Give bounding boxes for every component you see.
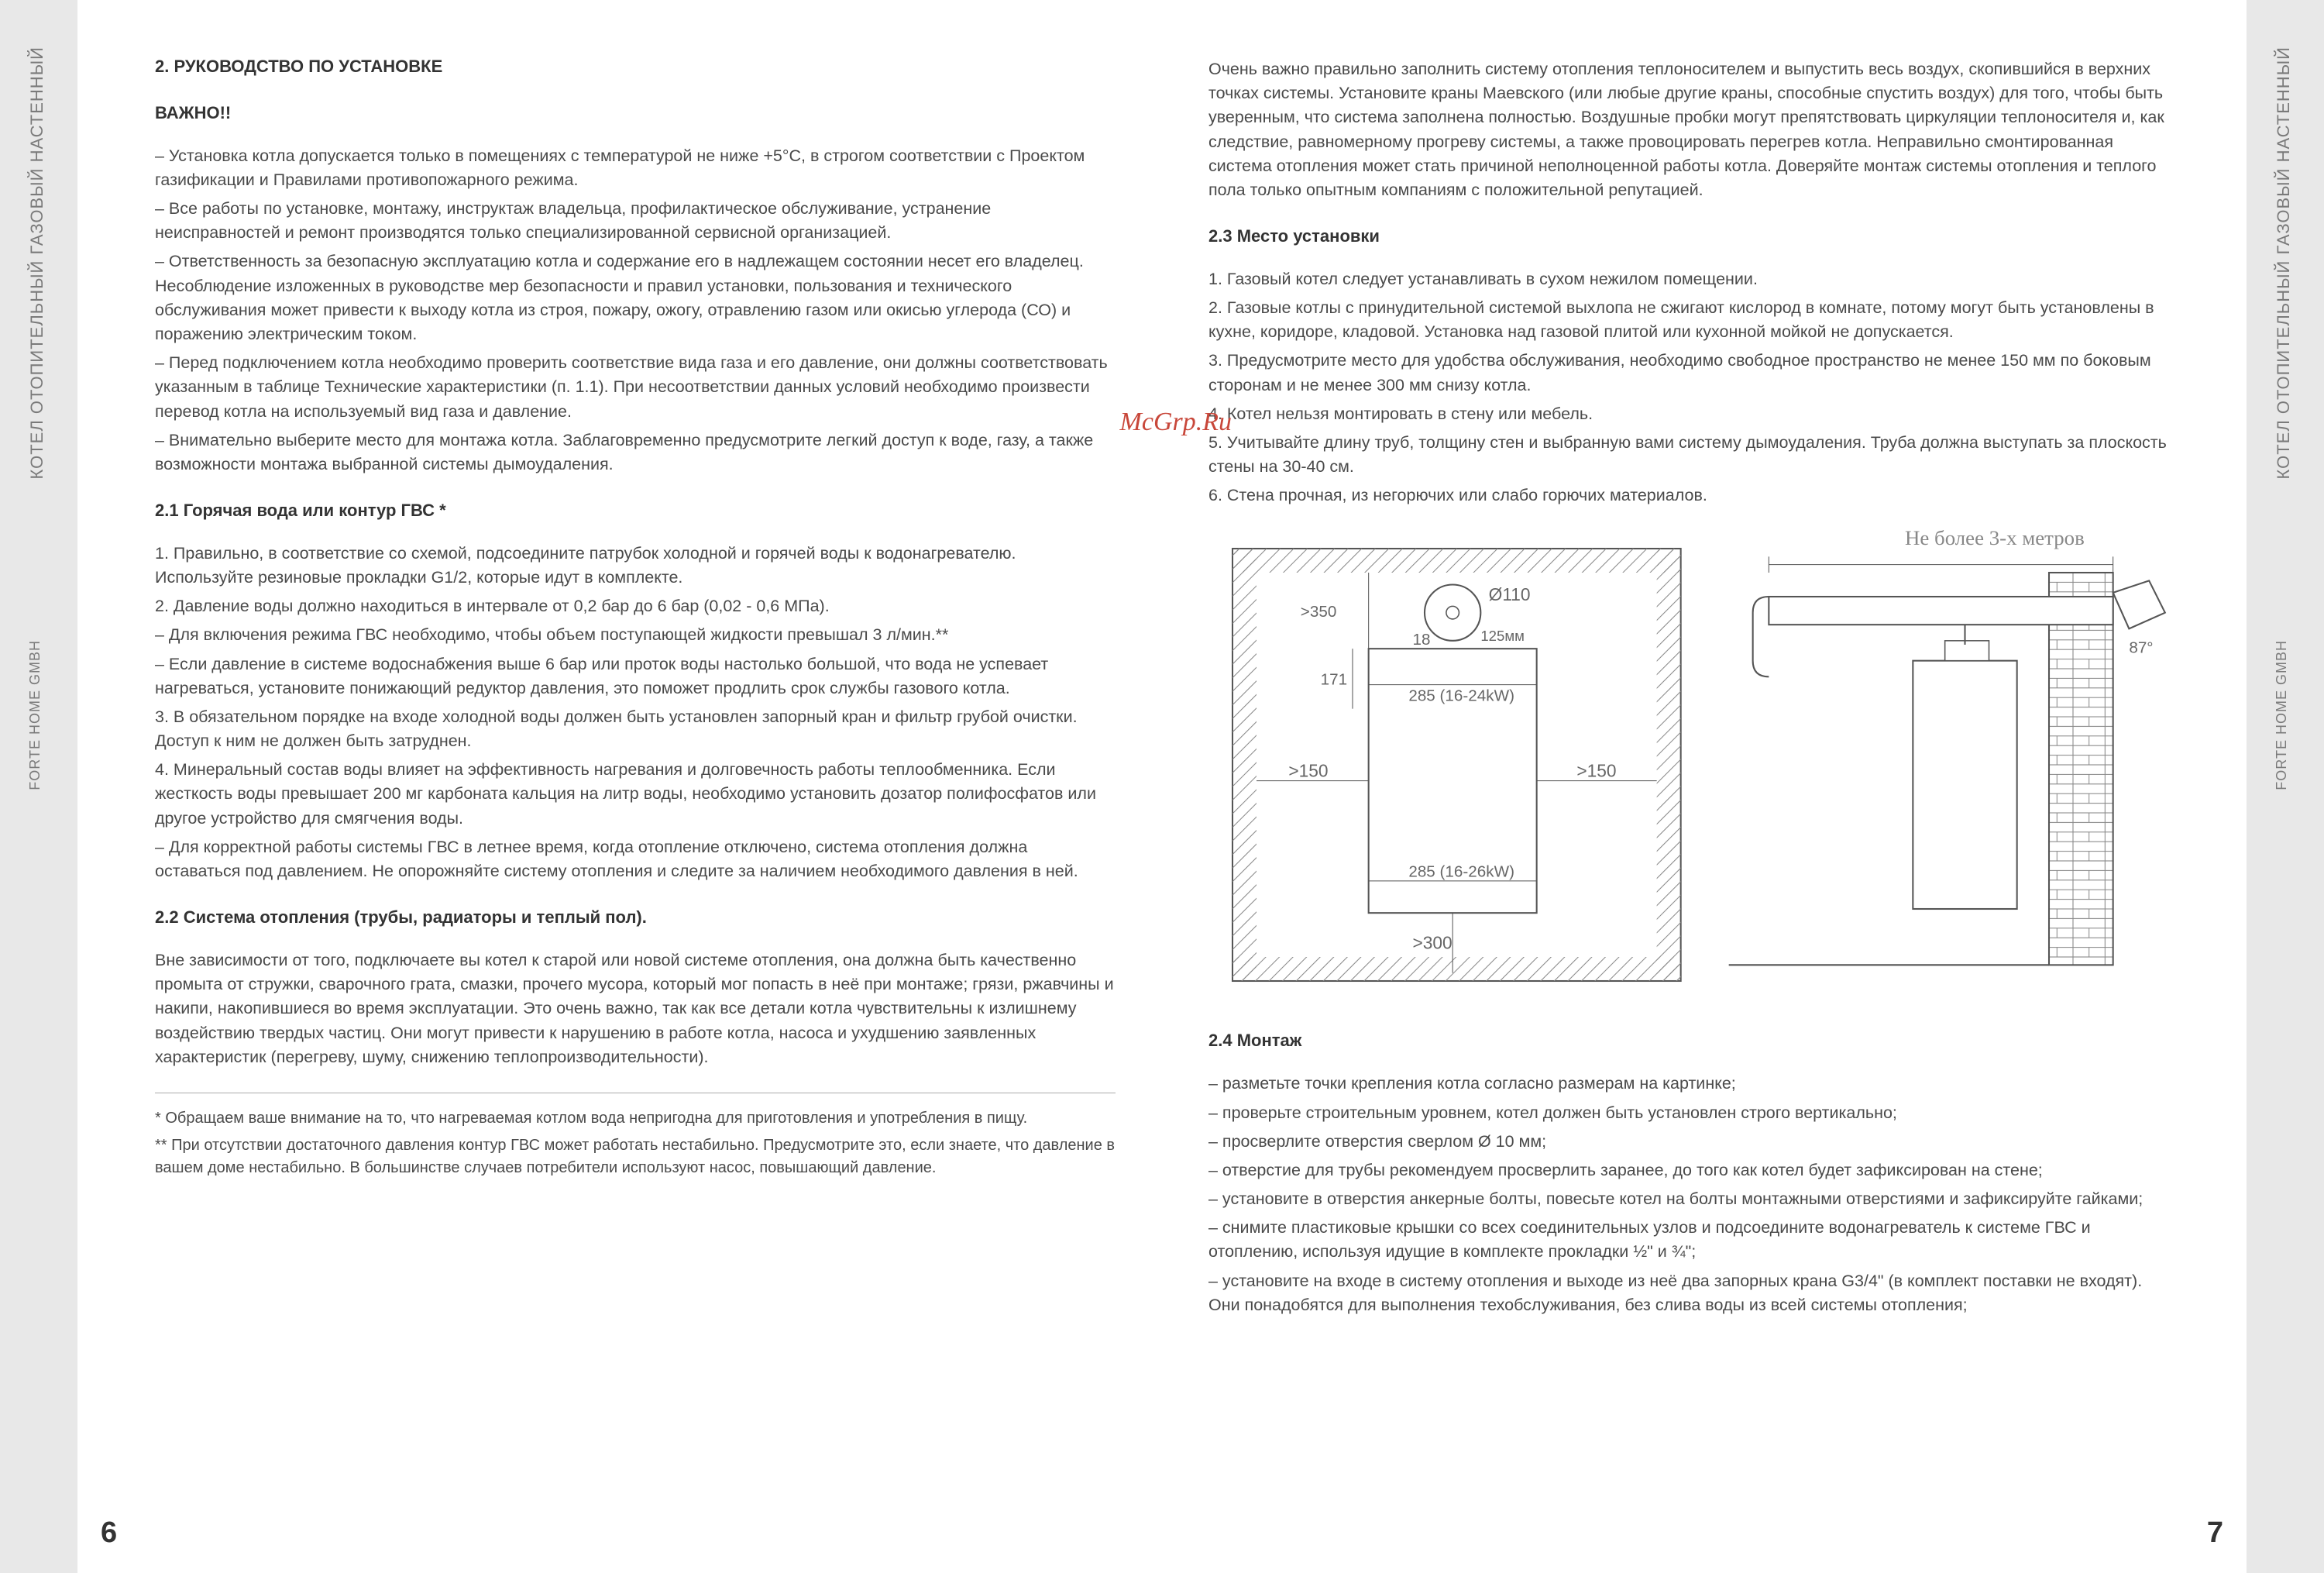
svg-text:>150: >150 xyxy=(1576,761,1616,781)
heading-2-4: 2.4 Монтаж xyxy=(1208,1028,2169,1053)
watermark: McGrp.Ru xyxy=(1120,403,1232,441)
heading-2-1: 2.1 Горячая вода или контур ГВС * xyxy=(155,498,1116,523)
heading-important: ВАЖНО!! xyxy=(155,101,1116,126)
diagram-svg: Ø110 >350 18 125мм 285 (16-24kW) 171 >15… xyxy=(1208,525,2169,1005)
svg-text:285 (16-26kW): 285 (16-26kW) xyxy=(1408,863,1514,881)
svg-text:285 (16-24kW): 285 (16-24kW) xyxy=(1408,687,1514,705)
page-number-right: 7 xyxy=(2207,1516,2223,1550)
sidebar-left: КОТЕЛ ОТОПИТЕЛЬНЫЙ ГАЗОВЫЙ НАСТЕННЫЙ FOR… xyxy=(0,0,77,1573)
side-sub-label-r: FORTE HOME GMBH xyxy=(2274,640,2290,790)
svg-text:>350: >350 xyxy=(1301,603,1337,621)
heading-2-2: 2.2 Система отопления (трубы, радиаторы … xyxy=(155,905,1116,930)
section-2-1: 1. Правильно, в соответствие со схемой, … xyxy=(155,542,1116,883)
section-2-2: Вне зависимости от того, подключаете вы … xyxy=(155,948,1116,1069)
svg-text:87°: 87° xyxy=(2129,639,2153,657)
footnotes: * Обращаем ваше внимание на то, что нагр… xyxy=(155,1107,1116,1179)
left-column: McGrp.Ru 2. РУКОВОДСТВО ПО УСТАНОВКЕ ВАЖ… xyxy=(155,54,1116,1527)
svg-text:>300: >300 xyxy=(1413,933,1452,953)
section-2-4: – разметьте точки крепления котла соглас… xyxy=(1208,1072,2169,1317)
side-sub-label: FORTE HOME GMBH xyxy=(27,640,43,790)
intro-block: – Установка котла допускается только в п… xyxy=(155,144,1116,477)
right-intro: Очень важно правильно заполнить систему … xyxy=(1208,57,2169,202)
sidebar-right: КОТЕЛ ОТОПИТЕЛЬНЫЙ ГАЗОВЫЙ НАСТЕННЫЙ FOR… xyxy=(2247,0,2324,1573)
svg-text:Ø110: Ø110 xyxy=(1489,585,1531,605)
heading-2: 2. РУКОВОДСТВО ПО УСТАНОВКЕ xyxy=(155,54,1116,79)
side-main-label: КОТЕЛ ОТОПИТЕЛЬНЫЙ ГАЗОВЫЙ НАСТЕННЫЙ xyxy=(27,46,47,479)
svg-text:125мм: 125мм xyxy=(1480,628,1525,644)
section-2-3: 1. Газовый котел следует устанавливать в… xyxy=(1208,267,2169,508)
svg-text:>150: >150 xyxy=(1288,761,1328,781)
heading-2-3: 2.3 Место установки xyxy=(1208,224,2169,249)
right-column: Очень важно правильно заполнить систему … xyxy=(1208,54,2169,1527)
installation-diagram: Ø110 >350 18 125мм 285 (16-24kW) 171 >15… xyxy=(1208,525,2169,1005)
page-spread: McGrp.Ru 2. РУКОВОДСТВО ПО УСТАНОВКЕ ВАЖ… xyxy=(155,54,2169,1527)
side-main-label-r: КОТЕЛ ОТОПИТЕЛЬНЫЙ ГАЗОВЫЙ НАСТЕННЫЙ xyxy=(2274,46,2294,479)
svg-text:18: 18 xyxy=(1413,631,1431,649)
svg-text:171: 171 xyxy=(1321,671,1347,689)
page-number-left: 6 xyxy=(101,1516,117,1550)
svg-text:Не более 3-х метров: Не более 3-х метров xyxy=(1905,526,2085,549)
